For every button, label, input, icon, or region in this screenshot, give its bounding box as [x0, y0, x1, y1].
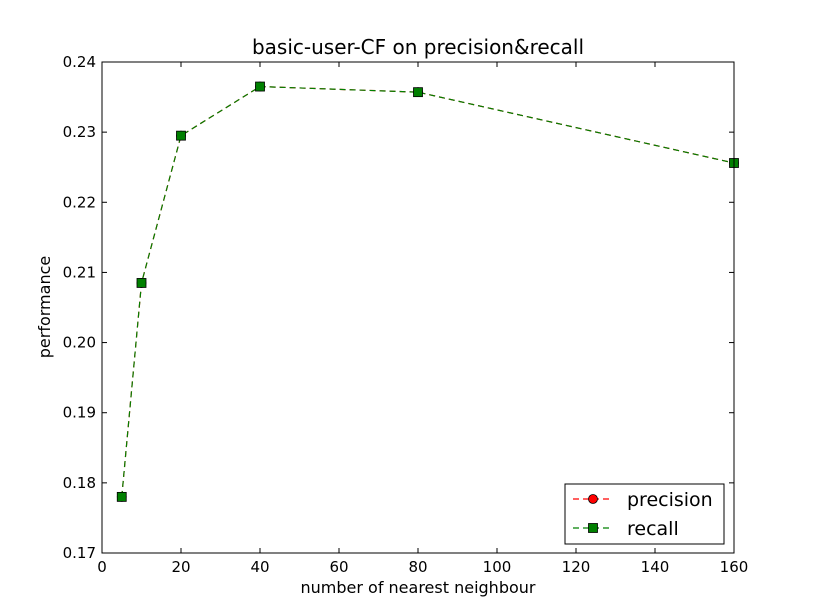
- series-line-recall: [121, 85, 735, 497]
- x-tick-label: 0: [97, 558, 107, 576]
- y-tick-label: 0.19: [63, 404, 96, 422]
- x-tick-label: 100: [483, 558, 512, 576]
- data-point-recall: [136, 278, 147, 288]
- data-point-recall: [413, 87, 423, 98]
- legend-label-recall: recall: [627, 518, 679, 540]
- x-tick-label: 60: [329, 558, 348, 576]
- y-tick-label: 0.23: [63, 123, 96, 141]
- legend-box: [564, 483, 725, 545]
- y-tick-label: 0.18: [63, 474, 96, 492]
- x-axis-label: number of nearest neighbour: [301, 578, 536, 597]
- y-tick-label: 0.21: [63, 263, 96, 281]
- y-axis-label: performance: [35, 256, 54, 358]
- legend-marker-precision: [588, 494, 598, 504]
- axis-ticks: 0 20 40 60 80 100 120 140 160 0.17 0.18 0.19 0.20 0.2…: [63, 53, 749, 576]
- x-tick-label: 160: [720, 558, 749, 576]
- plot-area: [116, 81, 739, 502]
- chart-title: basic-user-CF on precision&recall: [252, 35, 584, 59]
- series-line-precision: [121, 85, 735, 497]
- legend-label-precision: precision: [627, 489, 713, 511]
- y-tick-label: 0.24: [63, 53, 96, 71]
- x-tick-label: 140: [641, 558, 670, 576]
- data-point-recall: [255, 81, 265, 92]
- plot-frame: [101, 61, 735, 554]
- y-tick-label: 0.20: [63, 334, 96, 352]
- legend-marker-recall: [588, 523, 598, 533]
- x-tick-label: 80: [408, 558, 427, 576]
- legend: precision recall: [564, 483, 725, 545]
- data-point-recall: [176, 130, 186, 141]
- y-tick-label: 0.22: [63, 193, 96, 211]
- y-tick-label: 0.17: [63, 544, 96, 562]
- x-tick-label: 20: [171, 558, 190, 576]
- data-point-recall: [116, 491, 127, 502]
- x-tick-label: 40: [250, 558, 269, 576]
- x-tick-label: 120: [562, 558, 591, 576]
